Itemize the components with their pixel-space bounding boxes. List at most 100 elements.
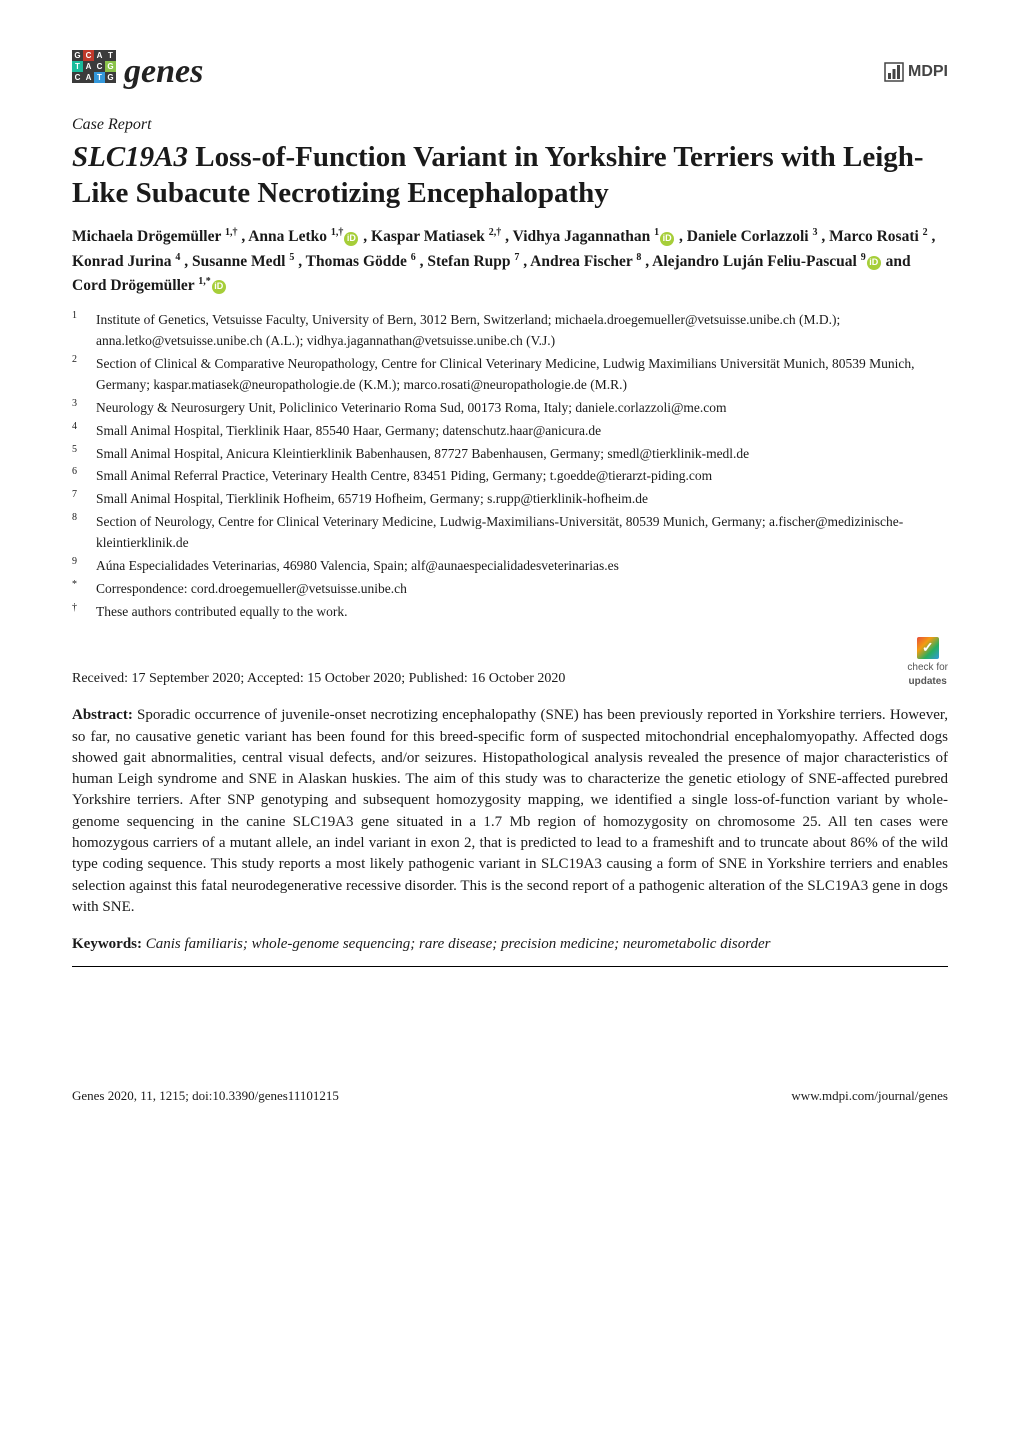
- affiliation: 7 Small Animal Hospital, Tierklinik Hofhe…: [72, 489, 948, 510]
- logo-cell: A: [83, 72, 94, 83]
- author-affil-sup: 4: [175, 252, 180, 263]
- affil-num: 9: [72, 554, 86, 575]
- author-affil-sup: 1,*: [198, 276, 211, 287]
- author-affil-sup: 9: [861, 252, 866, 263]
- affiliation: * Correspondence: cord.droegemueller@vets…: [72, 579, 948, 600]
- footer-journal-url: www.mdpi.com/journal/genes: [791, 1087, 948, 1105]
- author: , Vidhya Jagannathan: [505, 229, 654, 246]
- keywords: Keywords: Canis familiaris; whole-genome…: [72, 934, 948, 955]
- affil-text: Institute of Genetics, Vetsuisse Faculty…: [96, 310, 948, 352]
- affil-num: †: [72, 600, 86, 621]
- author-list: Michaela Drögemüller 1,† , Anna Letko 1,…: [72, 225, 948, 298]
- crossmark-icon: ✓: [917, 637, 939, 659]
- author-affil-sup: 2,†: [489, 227, 502, 238]
- affil-num: 6: [72, 464, 86, 485]
- logo-cell: C: [94, 61, 105, 72]
- logo-cell: G: [72, 50, 83, 61]
- affiliation: 5 Small Animal Hospital, Anicura Kleintie…: [72, 444, 948, 465]
- publisher-name: MDPI: [908, 61, 948, 84]
- keywords-rule: [72, 966, 948, 967]
- logo-cell: T: [72, 61, 83, 72]
- author: , Susanne Medl: [184, 253, 289, 270]
- affil-num: 5: [72, 442, 86, 463]
- journal-wordmark: genes: [124, 48, 203, 96]
- logo-cell: C: [83, 50, 94, 61]
- affiliation: 9 Aúna Especialidades Veterinarias, 46980…: [72, 556, 948, 577]
- affil-num: *: [72, 577, 86, 598]
- title-gene: SLC19A3: [72, 141, 188, 173]
- crossmark-badge[interactable]: ✓ check for updates: [907, 637, 948, 689]
- footer-citation: Genes 2020, 11, 1215; doi:10.3390/genes1…: [72, 1087, 339, 1105]
- abstract-label: Abstract:: [72, 707, 133, 723]
- author-affil-sup: 2: [923, 227, 928, 238]
- logo-cell: T: [94, 72, 105, 83]
- logo-cell: G: [105, 72, 116, 83]
- affil-num: 8: [72, 510, 86, 552]
- publisher-logo: MDPI: [884, 61, 948, 84]
- author: , Marco Rosati: [821, 229, 922, 246]
- affiliation: 1Institute of Genetics, Vetsuisse Facult…: [72, 310, 948, 352]
- author-affil-sup: 3: [812, 227, 817, 238]
- affil-num: 3: [72, 396, 86, 417]
- logo-cell: T: [105, 50, 116, 61]
- article-title: SLC19A3 Loss-of-Function Variant in York…: [72, 139, 948, 212]
- author-affil-sup: 1,†: [225, 227, 238, 238]
- orcid-icon: iD: [344, 232, 358, 246]
- orcid-icon: iD: [660, 232, 674, 246]
- author: Michaela Drögemüller: [72, 229, 225, 246]
- affiliation: 2Section of Clinical & Comparative Neuro…: [72, 354, 948, 396]
- abstract: Abstract: Sporadic occurrence of juvenil…: [72, 705, 948, 918]
- keywords-label: Keywords:: [72, 936, 142, 952]
- affil-text: Section of Clinical & Comparative Neurop…: [96, 354, 948, 396]
- affiliations: 1Institute of Genetics, Vetsuisse Facult…: [72, 310, 948, 623]
- dates-text: Received: 17 September 2020; Accepted: 1…: [72, 669, 565, 689]
- orcid-icon: iD: [212, 280, 226, 294]
- author: , Thomas Gödde: [298, 253, 411, 270]
- affil-num: 4: [72, 419, 86, 440]
- affil-text: Aúna Especialidades Veterinarias, 46980 …: [96, 556, 619, 577]
- journal-logo: G C A T T A C G C A T G genes: [72, 48, 203, 96]
- author-affil-sup: 8: [636, 252, 641, 263]
- article-type: Case Report: [72, 114, 948, 137]
- affil-text: Small Animal Referral Practice, Veterina…: [96, 466, 712, 487]
- journal-logo-grid: G C A T T A C G C A T G: [72, 50, 116, 94]
- author-affil-sup: 5: [289, 252, 294, 263]
- mdpi-icon: [884, 62, 904, 82]
- author: , Stefan Rupp: [420, 253, 515, 270]
- logo-cell: G: [105, 61, 116, 72]
- affiliation: 4 Small Animal Hospital, Tierklinik Haar,…: [72, 421, 948, 442]
- affil-text: These authors contributed equally to the…: [96, 602, 348, 623]
- author: , Kaspar Matiasek: [363, 229, 488, 246]
- author-affil-sup: 1,†: [331, 227, 344, 238]
- affil-num: 7: [72, 487, 86, 508]
- logo-cell: C: [72, 72, 83, 83]
- author-affil-sup: 1: [654, 227, 659, 238]
- page-footer: Genes 2020, 11, 1215; doi:10.3390/genes1…: [72, 1087, 948, 1105]
- affil-text: Small Animal Hospital, Anicura Kleintier…: [96, 444, 749, 465]
- author: , Andrea Fischer: [523, 253, 636, 270]
- affiliation: 6 Small Animal Referral Practice, Veterin…: [72, 466, 948, 487]
- keywords-text: Canis familiaris; whole-genome sequencin…: [142, 936, 771, 952]
- author-affil-sup: 6: [411, 252, 416, 263]
- author: , Anna Letko: [241, 229, 331, 246]
- affil-text: Correspondence: cord.droegemueller@vetsu…: [96, 579, 407, 600]
- affil-text: Small Animal Hospital, Tierklinik Haar, …: [96, 421, 601, 442]
- affiliation: † These authors contributed equally to th…: [72, 602, 948, 623]
- author: , Alejandro Luján Feliu-Pascual: [645, 253, 860, 270]
- dates-row: Received: 17 September 2020; Accepted: 1…: [72, 637, 948, 689]
- affiliation: 8Section of Neurology, Centre for Clinic…: [72, 512, 948, 554]
- affil-text: Section of Neurology, Centre for Clinica…: [96, 512, 948, 554]
- affil-text: Neurology & Neurosurgery Unit, Policlini…: [96, 398, 727, 419]
- crossmark-label-bottom: updates: [909, 676, 947, 687]
- logo-cell: A: [94, 50, 105, 61]
- orcid-icon: iD: [867, 256, 881, 270]
- masthead: G C A T T A C G C A T G genes MDPI: [72, 48, 948, 96]
- crossmark-label-top: check for: [907, 662, 948, 673]
- affiliation: 3 Neurology & Neurosurgery Unit, Policlin…: [72, 398, 948, 419]
- affil-num: 1: [72, 308, 86, 350]
- abstract-text: Sporadic occurrence of juvenile-onset ne…: [72, 707, 948, 915]
- affil-num: 2: [72, 352, 86, 394]
- affil-text: Small Animal Hospital, Tierklinik Hofhei…: [96, 489, 648, 510]
- logo-cell: A: [83, 61, 94, 72]
- author: , Daniele Corlazzoli: [679, 229, 812, 246]
